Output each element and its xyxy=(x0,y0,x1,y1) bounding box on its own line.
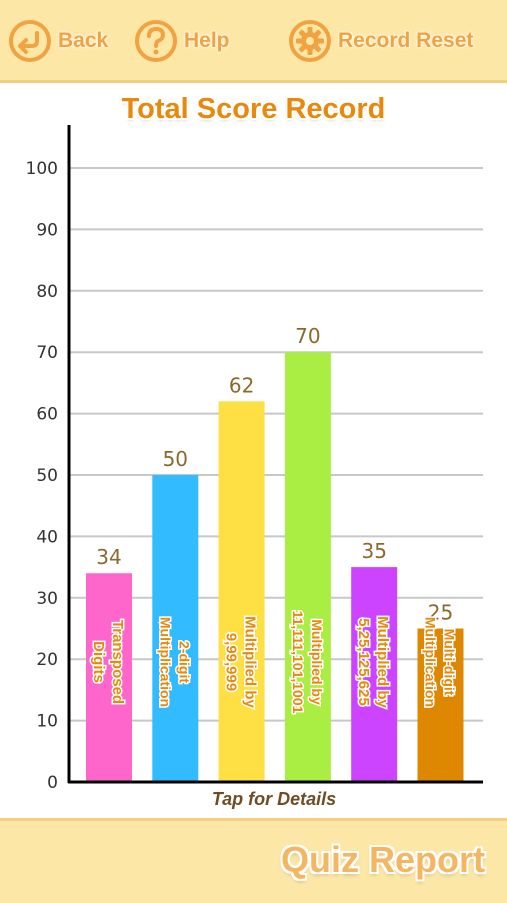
bar[interactable] xyxy=(218,401,265,782)
data-label: 70 xyxy=(295,324,320,348)
help-label: Help xyxy=(184,29,230,52)
data-label: 25 xyxy=(428,601,453,625)
category-label-line: Multiplied by xyxy=(242,616,259,708)
bar[interactable] xyxy=(86,573,132,782)
category-label-line: 2-digit xyxy=(176,641,192,683)
bar[interactable] xyxy=(152,475,199,782)
chart-title: Total Score Record xyxy=(121,93,386,125)
category-label: Multiplied by5,25,125,625 xyxy=(354,615,393,710)
category-label-line: Multi-digit xyxy=(442,629,458,696)
back-label: Back xyxy=(58,29,109,52)
category-label-line: Multiplication xyxy=(157,617,173,707)
y-tick-label: 0 xyxy=(47,773,58,793)
data-label: 35 xyxy=(361,539,386,563)
category-label-line: 11,111,101,1001 xyxy=(290,611,306,714)
back-arrow-icon xyxy=(9,20,51,62)
bottom-bar: Quiz Report xyxy=(0,818,507,903)
y-tick-label: 10 xyxy=(36,712,58,732)
y-tick-label: 40 xyxy=(36,527,58,547)
category-label-line: Multiplied by xyxy=(374,616,391,708)
y-tick-label: 30 xyxy=(36,589,58,609)
category-label-line: 5,25,125,625 xyxy=(355,618,372,706)
data-label: 34 xyxy=(96,545,121,569)
tap-for-details-hint[interactable]: Tap for Details xyxy=(211,789,337,809)
y-tick-label: 90 xyxy=(36,220,58,240)
y-tick-label: 60 xyxy=(36,405,58,425)
bar[interactable] xyxy=(284,352,331,782)
y-tick-label: 80 xyxy=(36,282,58,302)
bar[interactable] xyxy=(351,567,398,782)
category-label-line: Multiplied by xyxy=(309,619,325,705)
category-label-line: Multiplication xyxy=(423,617,439,707)
category-label-line: Digits xyxy=(90,641,107,683)
bar[interactable] xyxy=(417,628,464,783)
data-label: 62 xyxy=(229,373,254,397)
record-reset-button[interactable]: Record Reset xyxy=(288,16,473,66)
y-tick-label: 20 xyxy=(36,650,58,670)
back-button[interactable]: Back xyxy=(8,16,108,66)
y-tick-label: 100 xyxy=(26,159,58,179)
record-reset-label: Record Reset xyxy=(338,29,474,52)
gear-icon xyxy=(289,20,331,62)
question-mark-icon xyxy=(135,20,177,62)
help-button[interactable]: Help xyxy=(134,16,230,66)
category-label-line: 9,99,999 xyxy=(223,633,240,691)
data-label: 50 xyxy=(163,447,188,471)
y-tick-label: 50 xyxy=(36,466,58,486)
quiz-report-button[interactable]: Quiz Report xyxy=(281,839,485,880)
category-label-line: Transposed xyxy=(109,620,126,704)
category-label: Multiplied by9,99,999 xyxy=(221,615,260,710)
y-tick-label: 70 xyxy=(36,343,58,363)
top-toolbar: Back Help Record Reset xyxy=(0,0,507,83)
